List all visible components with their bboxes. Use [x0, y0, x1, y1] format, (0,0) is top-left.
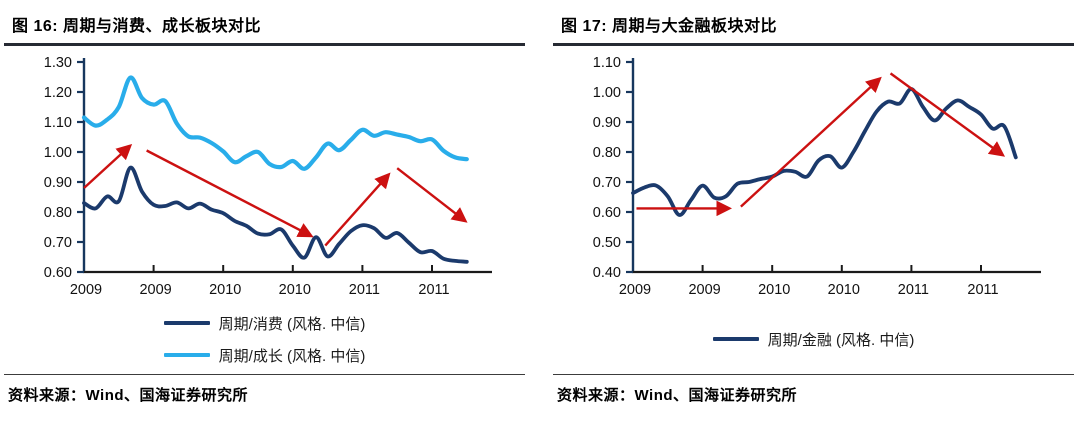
trend-arrow [324, 172, 391, 247]
trend-arrow [146, 149, 314, 238]
y-tick-label: 0.90 [593, 115, 621, 131]
trend-arrow [740, 76, 882, 208]
x-tick-label: 2009 [70, 282, 102, 298]
y-tick-label: 0.80 [593, 145, 621, 161]
x-tick-label: 2009 [619, 282, 651, 298]
legend-row: 周期/消费 (风格. 中信) [163, 313, 366, 334]
figure-17-title: 图 17: 周期与大金融板块对比 [561, 18, 778, 35]
series-line [631, 87, 1018, 217]
y-tick-label: 1.00 [593, 85, 621, 101]
figure-16-bottom-rule [4, 374, 525, 375]
x-tick-label: 2011 [349, 282, 380, 298]
y-tick-label: 0.60 [44, 265, 72, 281]
x-tick-label: 2011 [898, 282, 929, 298]
y-tick-label: 1.30 [44, 55, 72, 71]
legend-label: 周期/金融 (风格. 中信) [767, 331, 915, 349]
y-tick-label: 1.10 [44, 115, 72, 131]
figure-17-legend: 周期/金融 (风格. 中信) [712, 308, 915, 370]
x-tick-label: 2011 [967, 282, 998, 298]
legend-swatch [163, 321, 210, 325]
figure-17-chart: 0.40 0.50 0.60 0.70 0.80 0.90 1.00 1.10 2009 2009… [553, 50, 1074, 306]
x-tick-label: 2010 [758, 282, 790, 298]
y-tick-label: 0.70 [593, 175, 621, 191]
y-tick-label: 0.70 [44, 235, 72, 251]
figure-16-legend: 周期/消费 (风格. 中信) 周期/成长 (风格. 中信) [163, 308, 366, 370]
y-tick-label: 0.90 [44, 175, 72, 191]
x-tick-label: 2010 [279, 282, 311, 298]
y-tick-label: 0.60 [593, 205, 621, 221]
figure-16-chart: 0.60 0.70 0.80 0.90 1.00 1.10 1.20 1.30 2009 2009… [4, 50, 525, 306]
figure-16-title-rule [4, 43, 525, 46]
series-line [82, 165, 469, 264]
trend-arrow [889, 72, 1006, 157]
legend-label: 周期/消费 (风格. 中信) [218, 315, 366, 333]
chart-svg: 0.40 0.50 0.60 0.70 0.80 0.90 1.00 1.10 2009 2009… [593, 55, 1041, 298]
figure-16-title: 图 16: 周期与消费、成长板块对比 [12, 18, 262, 35]
legend-row: 周期/金融 (风格. 中信) [712, 329, 915, 350]
y-tick-label: 0.50 [593, 235, 621, 251]
y-tick-label: 0.80 [44, 205, 72, 221]
figure-17-source: 资料来源：Wind、国海证券研究所 [557, 387, 798, 404]
legend-label: 周期/成长 (风格. 中信) [218, 347, 366, 365]
x-tick-label: 2010 [209, 282, 241, 298]
x-tick-label: 2009 [688, 282, 720, 298]
y-tick-label: 0.40 [593, 265, 621, 281]
y-tick-label: 1.10 [593, 55, 621, 71]
legend-swatch [712, 337, 759, 341]
y-tick-label: 1.00 [44, 145, 72, 161]
figure-17-title-rule [553, 43, 1074, 46]
chart-svg: 0.60 0.70 0.80 0.90 1.00 1.10 1.20 1.30 2009 2009… [44, 55, 492, 298]
legend-swatch [163, 353, 210, 357]
x-tick-label: 2011 [418, 282, 449, 298]
x-tick-label: 2010 [828, 282, 860, 298]
trend-arrow [396, 167, 468, 223]
trend-arrow [83, 143, 133, 189]
y-tick-label: 1.20 [44, 85, 72, 101]
series-line [81, 75, 469, 171]
figure-17-bottom-rule [553, 374, 1074, 375]
x-tick-label: 2009 [139, 282, 171, 298]
figure-16-panel: 图 16: 周期与消费、成长板块对比 0.60 0.70 0.80 0.90 1.00 1… [4, 4, 525, 438]
figure-17-panel: 图 17: 周期与大金融板块对比 0.40 0.50 0.60 0.70 0.80 0.9… [553, 4, 1074, 438]
figure-16-source: 资料来源：Wind、国海证券研究所 [8, 387, 249, 404]
legend-row: 周期/成长 (风格. 中信) [163, 345, 366, 366]
